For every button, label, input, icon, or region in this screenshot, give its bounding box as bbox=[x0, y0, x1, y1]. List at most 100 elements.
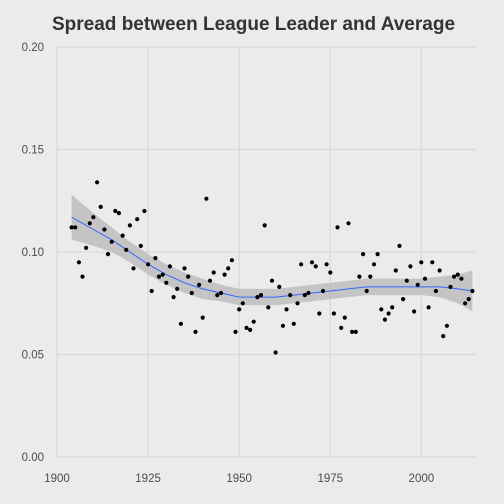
data-point bbox=[466, 297, 471, 302]
data-point bbox=[146, 262, 151, 267]
data-point bbox=[419, 260, 424, 265]
data-point bbox=[160, 272, 165, 277]
smooth-line-layer bbox=[71, 216, 473, 298]
data-point bbox=[182, 266, 187, 271]
data-point bbox=[171, 295, 176, 300]
smooth-trend-line bbox=[71, 216, 473, 298]
data-point bbox=[331, 311, 336, 316]
data-point bbox=[295, 301, 300, 306]
data-point bbox=[76, 260, 81, 265]
data-point bbox=[459, 276, 464, 281]
data-point bbox=[361, 252, 366, 257]
data-point bbox=[229, 258, 234, 263]
data-point bbox=[226, 266, 231, 271]
data-point bbox=[149, 288, 154, 294]
data-point bbox=[240, 301, 245, 306]
data-point bbox=[357, 274, 362, 279]
data-point bbox=[317, 311, 322, 316]
x-tick-label: 1900 bbox=[44, 473, 70, 485]
data-point bbox=[215, 293, 220, 298]
data-point bbox=[73, 225, 78, 230]
data-point bbox=[105, 252, 111, 257]
data-point bbox=[135, 217, 140, 222]
data-point bbox=[178, 321, 183, 326]
data-point bbox=[412, 309, 417, 314]
y-tick-label: 0.05 bbox=[22, 350, 44, 362]
y-axis-tick-labels: 0.00 0.05 0.10 0.15 0.20 bbox=[22, 42, 44, 464]
data-point bbox=[470, 288, 475, 294]
data-point bbox=[116, 211, 121, 216]
data-point bbox=[248, 327, 253, 332]
confidence-band bbox=[71, 194, 473, 312]
data-point bbox=[277, 284, 282, 289]
y-tick-label: 0.15 bbox=[22, 145, 44, 157]
data-point bbox=[262, 223, 267, 228]
data-point bbox=[452, 274, 457, 279]
data-point bbox=[426, 305, 431, 310]
data-point bbox=[299, 262, 304, 267]
data-point bbox=[328, 270, 333, 275]
data-point bbox=[113, 208, 118, 214]
data-point bbox=[408, 264, 413, 269]
x-tick-label: 1925 bbox=[135, 473, 161, 485]
data-point bbox=[138, 243, 143, 248]
data-point bbox=[120, 233, 125, 238]
data-point bbox=[84, 245, 89, 250]
data-point bbox=[98, 204, 103, 209]
data-point bbox=[433, 288, 438, 294]
data-point bbox=[255, 295, 260, 300]
data-point bbox=[131, 266, 136, 271]
data-point bbox=[204, 196, 209, 201]
data-point bbox=[95, 180, 100, 185]
data-point bbox=[422, 276, 428, 281]
x-tick-label: 2000 bbox=[409, 473, 435, 485]
confidence-band-layer bbox=[71, 194, 473, 312]
data-point bbox=[266, 305, 271, 310]
data-points bbox=[69, 180, 475, 355]
data-point bbox=[455, 272, 460, 277]
x-tick-label: 1975 bbox=[317, 473, 343, 485]
data-point bbox=[142, 208, 147, 214]
data-point bbox=[109, 239, 114, 244]
data-point bbox=[284, 307, 289, 312]
x-tick-label: 1950 bbox=[226, 473, 252, 485]
data-point bbox=[218, 290, 224, 296]
x-axis-tick-labels: 1900 1925 1950 1975 2000 bbox=[44, 473, 434, 485]
data-point bbox=[102, 227, 107, 232]
data-point bbox=[320, 288, 326, 294]
data-point bbox=[288, 293, 293, 298]
data-point bbox=[156, 274, 162, 279]
data-point bbox=[80, 274, 85, 279]
data-point bbox=[324, 262, 329, 267]
data-point bbox=[258, 293, 264, 298]
data-point bbox=[335, 225, 340, 230]
data-point bbox=[371, 262, 377, 267]
data-point bbox=[233, 329, 238, 334]
data-point bbox=[342, 315, 347, 320]
data-point bbox=[222, 272, 227, 277]
data-point bbox=[350, 329, 355, 334]
data-point bbox=[237, 307, 242, 312]
data-point bbox=[375, 252, 380, 257]
data-point bbox=[167, 264, 172, 269]
data-point bbox=[197, 282, 202, 287]
data-point bbox=[313, 264, 318, 269]
data-point bbox=[211, 270, 216, 275]
data-point bbox=[390, 305, 395, 310]
y-tick-label: 0.00 bbox=[22, 452, 44, 464]
data-point bbox=[393, 268, 398, 273]
y-tick-label: 0.10 bbox=[22, 247, 44, 259]
data-point bbox=[91, 215, 96, 220]
data-point bbox=[186, 274, 191, 279]
data-point bbox=[437, 268, 442, 273]
data-point bbox=[291, 321, 296, 326]
data-point bbox=[379, 307, 384, 312]
data-point bbox=[309, 260, 315, 265]
data-point bbox=[404, 278, 409, 283]
data-point bbox=[463, 301, 468, 306]
data-point bbox=[189, 290, 194, 296]
data-point bbox=[382, 317, 387, 322]
data-point bbox=[164, 280, 169, 285]
data-point bbox=[153, 256, 158, 261]
